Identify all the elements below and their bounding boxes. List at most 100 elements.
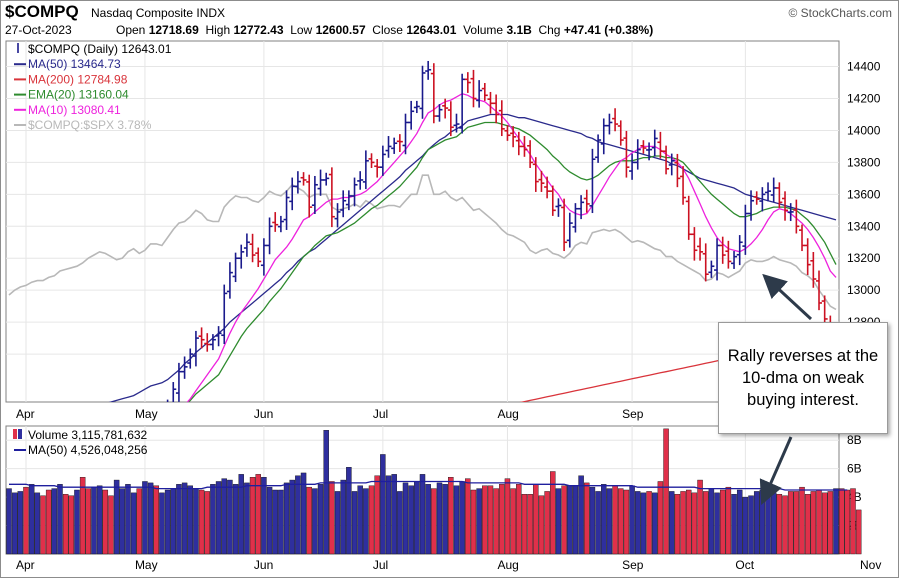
- close-label: Close: [372, 23, 403, 37]
- volume-bar: [368, 485, 375, 555]
- volume-month-label: Apr: [16, 558, 35, 572]
- price-series-group: [8, 60, 839, 402]
- volume-bar: [45, 489, 52, 555]
- price-month-label: Aug: [497, 407, 518, 421]
- volume-bar: [674, 494, 681, 555]
- price-tick-label: 13600: [847, 187, 881, 201]
- volume-bar: [499, 484, 505, 555]
- volume-bar: [476, 488, 482, 555]
- volume-bar: [521, 494, 528, 555]
- volume-bar: [159, 492, 165, 555]
- volume-bar: [351, 491, 358, 555]
- volume-bar: [317, 484, 324, 555]
- volume-bar: [629, 485, 635, 555]
- volume-bar: [669, 491, 675, 555]
- volume-bar: [51, 488, 58, 555]
- volume-bar: [691, 492, 698, 555]
- volume-bar: [176, 484, 182, 555]
- volume-bar: [714, 492, 720, 555]
- volume-bar: [40, 495, 46, 555]
- volume-bar: [821, 492, 828, 555]
- volume-bar: [533, 484, 539, 555]
- volume-bar: [702, 491, 709, 555]
- volume-bar: [567, 485, 573, 555]
- volume-bar: [408, 485, 414, 555]
- volume-bar: [272, 489, 278, 555]
- volume-bar: [96, 485, 103, 555]
- volume-tick-label: 8B: [847, 433, 862, 447]
- volume-bar: [470, 489, 477, 555]
- volume-bar: [731, 494, 737, 555]
- volume-bar: [595, 491, 601, 555]
- volume-bar: [283, 482, 290, 555]
- volume-bar: [153, 485, 160, 555]
- volume-bar: [323, 430, 329, 555]
- volume-bar: [125, 484, 131, 555]
- volume-bar: [79, 477, 86, 555]
- legend-swatch-vol-b: [18, 429, 22, 439]
- arrow-to-price: [762, 273, 813, 321]
- annotation-callout: Rally reverses at the 10-dma on weak buy…: [718, 322, 888, 434]
- volume-bar: [601, 484, 607, 555]
- high-value: 12772.43: [233, 23, 284, 37]
- volume-bar: [17, 491, 24, 555]
- volume-bar: [261, 477, 267, 555]
- price-month-label: Jun: [254, 407, 273, 421]
- volume-bar: [102, 489, 109, 555]
- volume-month-label: Jun: [254, 558, 273, 572]
- symbol-title: $COMPQ: [5, 2, 79, 21]
- volume-bar: [697, 479, 703, 555]
- chg-value: +47.41 (+0.38%): [563, 23, 654, 37]
- open-label: Open: [116, 23, 146, 37]
- volume-bar: [782, 495, 788, 555]
- volume-bar: [193, 488, 199, 555]
- volume-bar: [23, 486, 29, 555]
- legend-ema20: EMA(20) 13160.04: [28, 88, 129, 102]
- arrow-to-volume: [759, 436, 793, 505]
- legend-spx: $COMPQ:$SPX 3.78%: [28, 118, 152, 132]
- volume-bar: [623, 489, 630, 555]
- price-tick-label: 13200: [847, 251, 881, 265]
- volume-bar: [227, 479, 233, 555]
- volume-bar: [765, 488, 771, 555]
- volume-bar: [62, 494, 69, 555]
- volume-bar: [385, 475, 392, 555]
- brand-label: © StockCharts.com: [788, 6, 892, 20]
- volume-bar: [113, 479, 120, 555]
- volume-bar: [759, 489, 766, 555]
- volume-bar: [827, 491, 834, 555]
- volume-bar: [221, 478, 227, 555]
- volume-bar: [170, 488, 176, 555]
- ma200-line: [519, 335, 837, 402]
- legend-ma10: MA(10) 13080.41: [28, 103, 121, 117]
- volume-bar: [663, 428, 669, 555]
- volume-bar: [855, 509, 862, 555]
- volume-bar: [742, 496, 749, 555]
- volume-bar: [425, 484, 431, 555]
- spx-ratio-line: [8, 174, 837, 311]
- volume-bar: [799, 486, 805, 555]
- volume-bar: [142, 481, 148, 555]
- volume-bar: [357, 485, 363, 555]
- volume-bar: [708, 488, 715, 555]
- volume-bar: [589, 486, 596, 555]
- volume-bar: [606, 488, 613, 555]
- volume-bar: [210, 484, 216, 555]
- volume-bar: [550, 471, 556, 555]
- volume-bar: [816, 489, 822, 555]
- volume-bar: [719, 489, 726, 555]
- ma50-line: [108, 113, 837, 402]
- volume-bar: [572, 485, 579, 555]
- volume-bar: [266, 486, 273, 555]
- volume-bar: [136, 488, 143, 555]
- volume-bar: [28, 484, 35, 555]
- price-tick-label: 14200: [847, 92, 881, 106]
- volume-bar: [482, 485, 488, 555]
- volume-bar: [504, 478, 511, 555]
- volume-bar: [748, 495, 754, 555]
- volume-bar: [419, 474, 426, 555]
- chg-label: Chg: [538, 23, 561, 37]
- volume-bar: [431, 488, 437, 555]
- legend-vol_ma: MA(50) 4,526,048,256: [28, 443, 148, 457]
